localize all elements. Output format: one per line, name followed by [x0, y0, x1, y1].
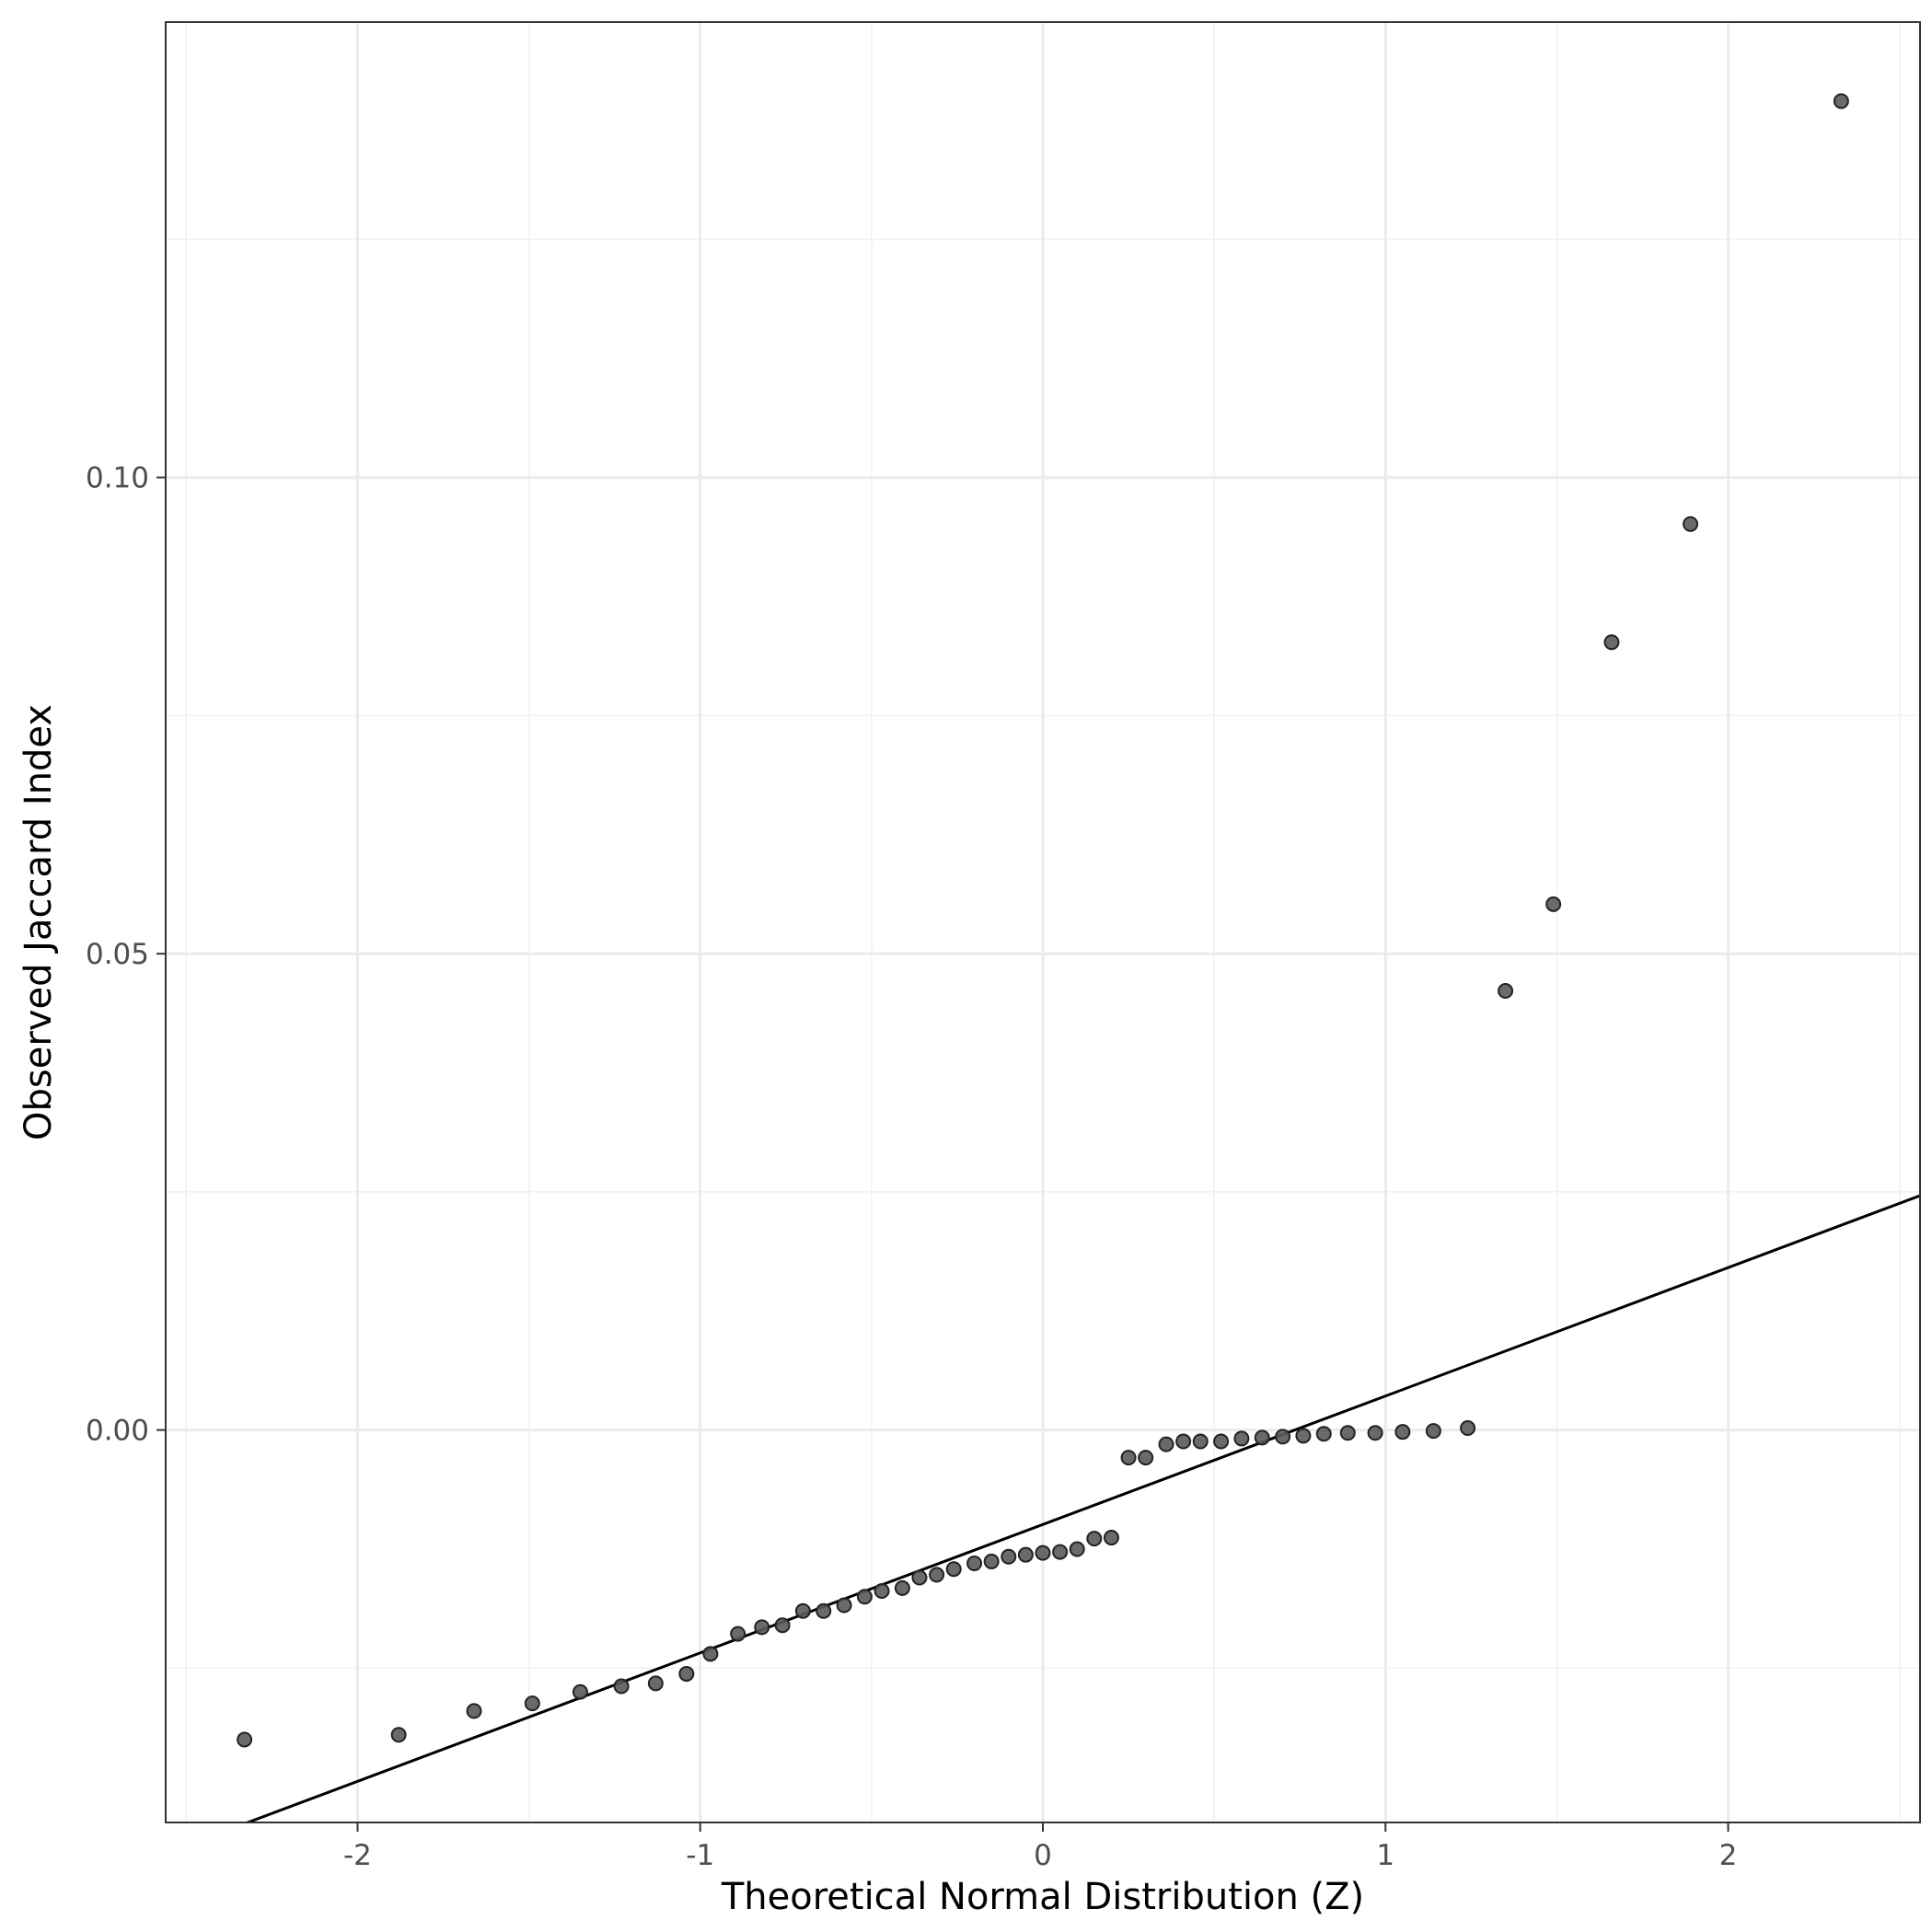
- data-point: [836, 1597, 852, 1614]
- data-point: [1035, 1544, 1051, 1561]
- data-point: [702, 1646, 719, 1662]
- data-point: [1052, 1544, 1069, 1560]
- data-point: [929, 1567, 945, 1583]
- data-point: [816, 1602, 832, 1619]
- data-point: [1315, 1426, 1332, 1442]
- data-point: [911, 1569, 928, 1586]
- data-point: [1158, 1436, 1174, 1452]
- data-point: [1394, 1424, 1411, 1440]
- data-point: [894, 1579, 910, 1596]
- data-point: [1367, 1425, 1383, 1441]
- data-point: [1498, 983, 1514, 1000]
- data-point: [678, 1666, 695, 1683]
- x-tick-label: -2: [343, 1839, 372, 1872]
- reference-line-group: [243, 1194, 1920, 1822]
- data-point: [1425, 1423, 1441, 1440]
- data-point: [1295, 1428, 1312, 1444]
- data-point: [966, 1556, 983, 1572]
- data-point: [1192, 1433, 1209, 1450]
- data-point: [613, 1678, 630, 1695]
- data-point: [794, 1602, 811, 1619]
- data-point: [1233, 1430, 1250, 1447]
- data-point: [1339, 1425, 1356, 1441]
- data-point: [1175, 1433, 1192, 1450]
- y-tick-label: 0.05: [86, 938, 149, 971]
- y-axis-title: Observed Jaccard Index: [17, 704, 60, 1140]
- data-point: [856, 1589, 873, 1605]
- data-point: [754, 1619, 770, 1636]
- y-axis-ticks: 0.00 0.05 0.10: [86, 462, 166, 1448]
- data-point: [774, 1617, 791, 1634]
- data-point: [572, 1683, 588, 1700]
- data-point: [1833, 93, 1849, 110]
- x-tick-label: 2: [1719, 1839, 1738, 1872]
- data-point: [1086, 1531, 1103, 1547]
- data-point: [1275, 1429, 1291, 1445]
- data-point: [983, 1553, 1000, 1569]
- data-point: [1545, 896, 1562, 912]
- data-point: [524, 1695, 540, 1712]
- data-point: [1069, 1541, 1085, 1557]
- y-tick-label: 0.10: [86, 462, 149, 495]
- data-point: [390, 1727, 407, 1743]
- x-tick-label: -1: [686, 1839, 714, 1872]
- data-point: [945, 1561, 962, 1578]
- y-tick-label: 0.00: [86, 1415, 149, 1448]
- data-points: [237, 93, 1849, 1748]
- data-point: [1254, 1429, 1270, 1446]
- data-point: [1120, 1450, 1137, 1466]
- data-point: [873, 1583, 890, 1600]
- data-point: [1460, 1420, 1476, 1437]
- data-point: [647, 1675, 664, 1692]
- data-point: [1103, 1530, 1119, 1546]
- data-point: [466, 1703, 482, 1719]
- x-axis-title: Theoretical Normal Distribution (Z): [721, 1876, 1364, 1918]
- data-point: [1683, 515, 1699, 532]
- data-point: [1001, 1548, 1017, 1565]
- data-point: [1603, 634, 1620, 651]
- data-point: [730, 1625, 746, 1642]
- data-point: [1213, 1433, 1230, 1450]
- major-gridlines: [166, 22, 1920, 1822]
- data-point: [237, 1731, 253, 1748]
- x-tick-label: 0: [1034, 1839, 1052, 1872]
- qq-reference-line: [243, 1194, 1920, 1822]
- x-tick-label: 1: [1376, 1839, 1394, 1872]
- data-point: [1017, 1546, 1034, 1563]
- x-axis-ticks: -2 -1 0 1 2: [343, 1822, 1737, 1872]
- data-point: [1138, 1450, 1154, 1466]
